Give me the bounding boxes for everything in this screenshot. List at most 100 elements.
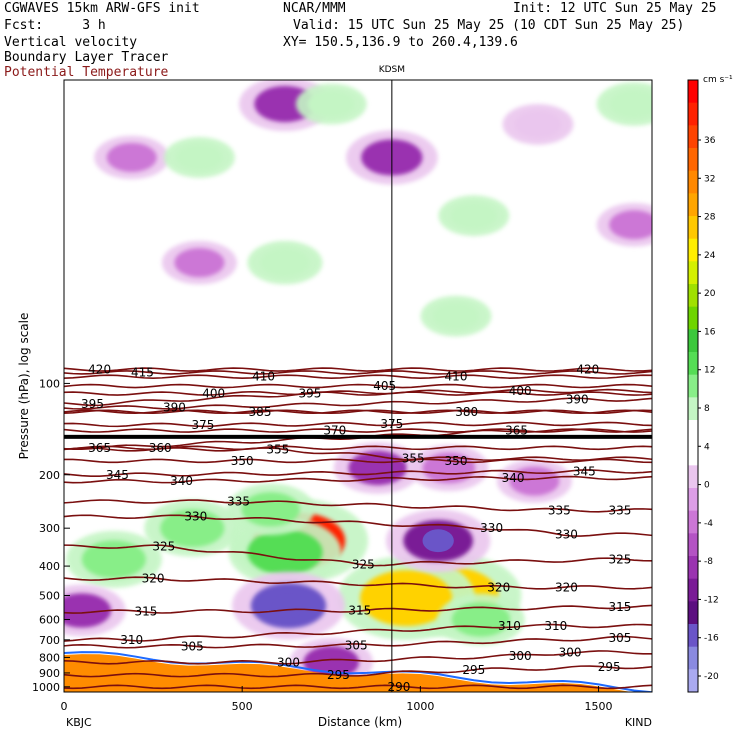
theta-contour: [64, 409, 652, 415]
theta-label: 370: [323, 424, 346, 438]
theta-contour: [64, 428, 652, 433]
terrain-fill: [64, 651, 652, 692]
colorbar-swatch: [688, 306, 698, 330]
theta-label: 335: [227, 494, 250, 508]
theta-contour: [64, 445, 652, 451]
theta-contour: [64, 623, 652, 642]
colorbar-swatch: [688, 374, 698, 398]
colorbar-swatch: [688, 420, 698, 444]
theta-label: 330: [184, 510, 207, 524]
colorbar-swatch: [688, 125, 698, 149]
colorbar-tick-label: 20: [704, 289, 716, 299]
colorbar-swatch: [688, 646, 698, 670]
theta-label: 330: [555, 528, 578, 542]
theta-label: 365: [88, 441, 111, 455]
field-name-boundary-layer-tracer: Boundary Layer Tracer: [4, 50, 169, 65]
w-core: [509, 466, 560, 496]
w-core: [174, 248, 225, 278]
theta-label: 335: [608, 503, 631, 517]
valid-time: Valid: 15 UTC Sun 25 May 25 (10 CDT Sun …: [293, 18, 685, 33]
colorbar-swatch: [688, 284, 698, 308]
theta-label: 395: [81, 397, 104, 411]
x-tick-label: 1500: [585, 700, 613, 713]
theta-contour: [64, 604, 652, 614]
theta-label: 330: [480, 521, 503, 535]
theta-label: 320: [487, 580, 510, 594]
w-core: [609, 89, 652, 119]
colorbar-swatch: [688, 533, 698, 557]
colorbar-tick-label: -4: [704, 519, 713, 529]
colorbar-swatch: [688, 624, 698, 648]
colorbar-swatch: [688, 170, 698, 194]
theta-label: 305: [181, 639, 204, 653]
x-tick-label: 0: [61, 700, 68, 713]
theta-contour: [64, 367, 652, 372]
theta-label: 310: [498, 619, 521, 633]
theta-contour: [64, 514, 652, 537]
theta-label: 345: [573, 464, 596, 478]
theta-label: 340: [170, 474, 193, 488]
y-tick-label: 700: [39, 634, 60, 647]
y-axis-label: Pressure (hPa), log scale: [17, 313, 31, 460]
field-name-vertical-velocity: Vertical velocity: [4, 35, 138, 50]
y-tick-label: 800: [39, 651, 60, 664]
colorbar-swatch: [688, 578, 698, 602]
theta-label: 320: [142, 572, 165, 586]
theta-label: 360: [149, 441, 172, 455]
w-peak: [422, 529, 454, 553]
potential-temperature-contours: [64, 367, 652, 690]
theta-label: 290: [388, 680, 411, 694]
theta-contour: [64, 475, 652, 484]
theta-label: 325: [608, 552, 631, 566]
theta-label: 305: [345, 638, 368, 652]
theta-label: 310: [120, 633, 143, 647]
theta-label: 325: [352, 557, 375, 571]
theta-label: 315: [608, 600, 631, 614]
y-tick-label: 1000: [32, 681, 60, 694]
colorbar-tick-label: 32: [704, 174, 715, 184]
colorbar-swatch: [688, 148, 698, 172]
colorbar-tick-label: 12: [704, 366, 715, 376]
theta-contour: [64, 499, 652, 513]
theta-contour: [64, 388, 652, 396]
colorbar-tick-label: -8: [704, 557, 713, 567]
plot-frame: [63, 79, 653, 693]
theta-label: 405: [373, 379, 396, 393]
theta-contour: [64, 421, 652, 428]
theta-label: 295: [327, 668, 350, 682]
y-tick-label: 600: [39, 614, 60, 627]
station-label: KDSM: [379, 65, 405, 75]
theta-contour: [64, 576, 652, 590]
x-axis-ticks: 0 500 1000 1500: [61, 686, 613, 713]
w-core: [514, 110, 562, 138]
colorbar-swatch: [688, 465, 698, 489]
theta-label: 315: [135, 605, 158, 619]
colorbar-swatch: [688, 397, 698, 421]
w-peak: [271, 593, 306, 619]
colorbar-swatch: [688, 261, 698, 285]
theta-label: 375: [192, 418, 215, 432]
colorbar-tick-label: 4: [704, 442, 710, 452]
theta-label: 365: [505, 424, 528, 438]
theta-label: 315: [348, 603, 371, 617]
y-tick-label: 200: [39, 469, 60, 482]
colorbar-tick-label: 8: [704, 404, 710, 414]
w-peak: [268, 539, 302, 565]
theta-label: 380: [455, 405, 478, 419]
theta-label: 320: [555, 580, 578, 594]
colorbar-swatch: [688, 669, 698, 693]
theta-label: 390: [163, 400, 186, 414]
colorbar-swatch: [688, 238, 698, 262]
x-endpoint-right: KIND: [625, 716, 652, 729]
w-core: [609, 210, 652, 240]
theta-label: 420: [576, 363, 599, 377]
colorbar-swatch: [688, 488, 698, 512]
x-tick-label: 500: [232, 700, 253, 713]
w-core: [81, 540, 146, 579]
theta-label: 310: [544, 619, 567, 633]
theta-label: 295: [598, 660, 621, 674]
theta-contour: [64, 544, 652, 567]
theta-label: 305: [608, 631, 631, 645]
tropopause-band: [64, 434, 652, 439]
